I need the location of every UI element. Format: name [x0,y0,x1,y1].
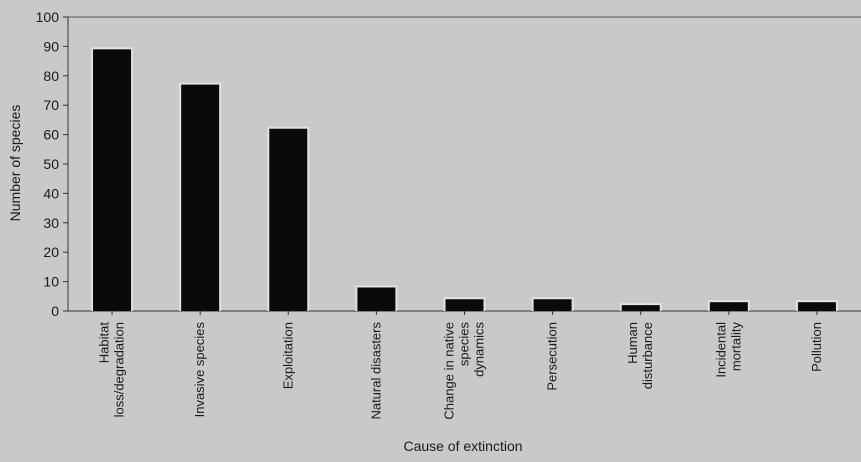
x-axis-title: Cause of extinction [403,438,522,454]
x-tick-label-line: Persecution [545,322,560,391]
bar [357,287,396,311]
bar [181,84,220,312]
y-tick-label: 70 [43,97,59,113]
y-tick-label: 100 [36,9,60,25]
y-axis-title: Number of species [7,105,23,222]
y-tick-label: 0 [51,303,59,319]
bars-layer [91,47,838,312]
x-tick-label: Habitatloss/degradation [97,322,127,418]
x-tick-label-line: Change in native [442,322,457,420]
x-tick-label-line: Invasive species [192,322,207,418]
x-tick-label-line: Exploitation [280,322,295,389]
x-tick-label: Incidentalmortality [713,322,743,378]
x-tick-label-line: Pollution [809,322,824,372]
x-tick-label-line: Habitat [97,322,112,364]
y-tick-label: 60 [43,127,59,143]
bar [533,299,572,311]
x-tick-label-line: dynamics [472,322,487,377]
y-tick-label: 80 [43,68,59,84]
x-tick-label-line: mortality [728,322,743,372]
bar [709,302,748,311]
y-tick-label: 50 [43,156,59,172]
x-tick-label: Pollution [809,322,824,372]
y-tick-label: 90 [43,38,59,54]
x-tick-label: Exploitation [280,322,295,389]
x-tick-label-line: species [457,322,472,367]
x-tick-label: Natural disasters [368,322,383,420]
x-tick-label: Humandisturbance [625,322,655,389]
y-tick-label: 40 [43,185,59,201]
x-tick-label-line: Incidental [713,322,728,378]
y-tick-label: 20 [43,244,59,260]
x-tick-label: Persecution [545,322,560,391]
bar [797,302,836,311]
x-tick-label: Invasive species [192,322,207,418]
y-tick-label: 10 [43,274,59,290]
y-tick-label: 30 [43,215,59,231]
bar [621,305,660,311]
x-tick-label: Change in nativespeciesdynamics [442,322,487,420]
axes-layer: 0 10 20 30 40 50 60 70 80 90 100 [36,9,861,319]
labels-layer: Habitatloss/degradation Invasive species E… [97,322,824,420]
bar [445,299,484,311]
x-tick-label-line: disturbance [640,322,655,389]
bar [269,128,308,311]
x-tick-label-line: loss/degradation [112,322,127,417]
x-tick-label-line: Human [625,322,640,364]
bar [93,49,132,312]
x-tick-label-line: Natural disasters [368,322,383,420]
